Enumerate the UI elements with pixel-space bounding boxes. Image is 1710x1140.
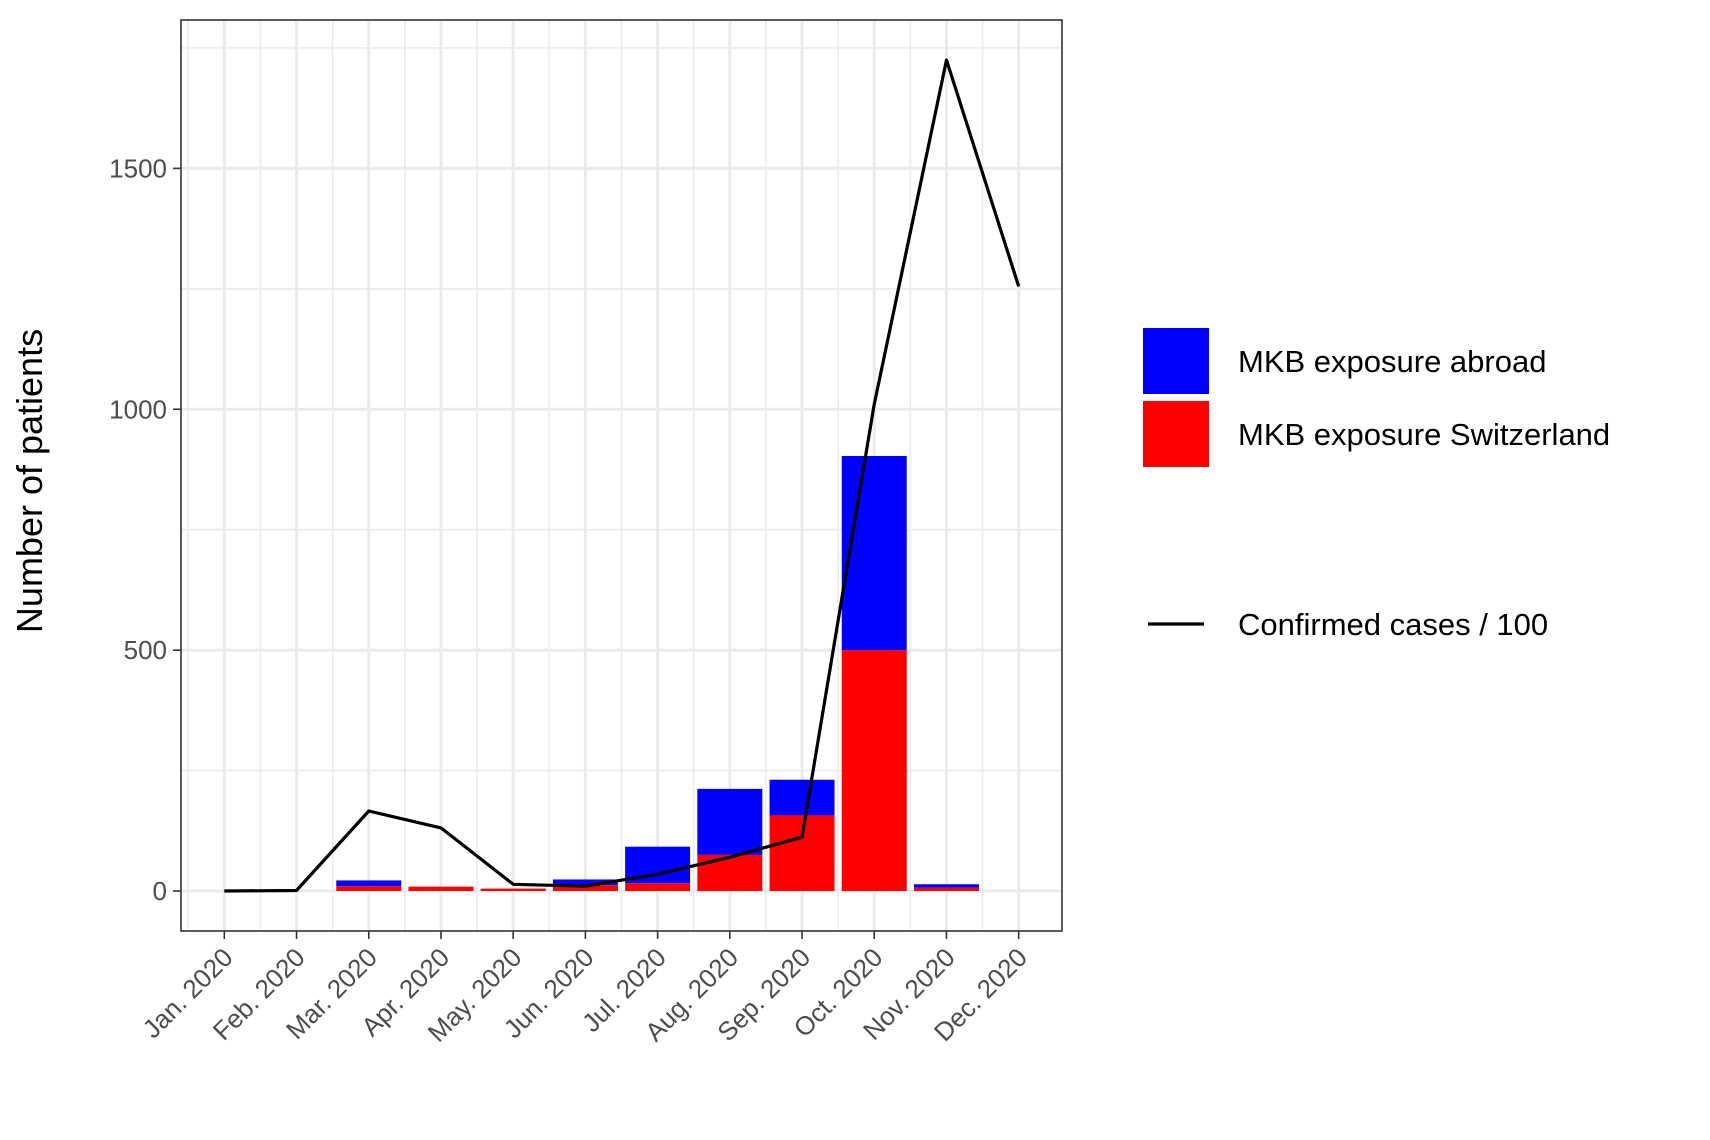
bar-mkb-exposure-switzerland-apr-2020 <box>408 886 474 892</box>
legend: MKB exposure abroad MKB exposure Switzerl… <box>1143 328 1610 642</box>
y-tick-label: 1500 <box>109 153 167 183</box>
bar-mkb-exposure-abroad-mar-2020 <box>336 880 402 887</box>
bar-mkb-exposure-switzerland-jul-2020 <box>625 883 691 892</box>
bar-mkb-exposure-abroad-sep-2020 <box>769 779 835 816</box>
bar-mkb-exposure-switzerland-oct-2020 <box>841 650 907 892</box>
grid <box>181 20 1062 931</box>
y-tick-label: 500 <box>124 635 167 665</box>
bar-mkb-exposure-switzerland-sep-2020 <box>769 815 835 892</box>
bar-mkb-exposure-switzerland-jun-2020 <box>552 885 618 892</box>
legend-key-mkb-exposure-abroad <box>1143 328 1209 394</box>
bar-mkb-exposure-switzerland-mar-2020 <box>336 886 402 892</box>
bar-mkb-exposure-abroad-aug-2020 <box>697 788 763 855</box>
y-tick-label: 0 <box>153 876 167 906</box>
bars <box>336 455 979 892</box>
bar-mkb-exposure-switzerland-may-2020 <box>480 888 546 892</box>
legend-label-mkb-exposure-abroad: MKB exposure abroad <box>1238 344 1546 379</box>
y-tick-label: 1000 <box>109 394 167 424</box>
legend-key-mkb-exposure-switzerland <box>1143 401 1209 467</box>
plot-panel-border <box>180 19 1063 932</box>
line-layer <box>224 58 1021 893</box>
y-axis-title: Number of patients <box>9 329 50 633</box>
legend-label-confirmed-cases-100: Confirmed cases / 100 <box>1238 607 1548 642</box>
bar-mkb-exposure-abroad-nov-2020 <box>913 884 979 888</box>
bar-mkb-exposure-abroad-oct-2020 <box>841 455 907 651</box>
bar-mkb-exposure-abroad-jun-2020 <box>552 879 618 886</box>
bar-mkb-exposure-switzerland-nov-2020 <box>913 887 979 892</box>
bar-mkb-exposure-switzerland-aug-2020 <box>697 854 763 892</box>
y-axis: 0 500 1000 1500 <box>109 153 181 906</box>
legend-label-mkb-exposure-switzerland: MKB exposure Switzerland <box>1238 417 1610 452</box>
line-confirmed-cases-100 <box>224 58 1021 893</box>
